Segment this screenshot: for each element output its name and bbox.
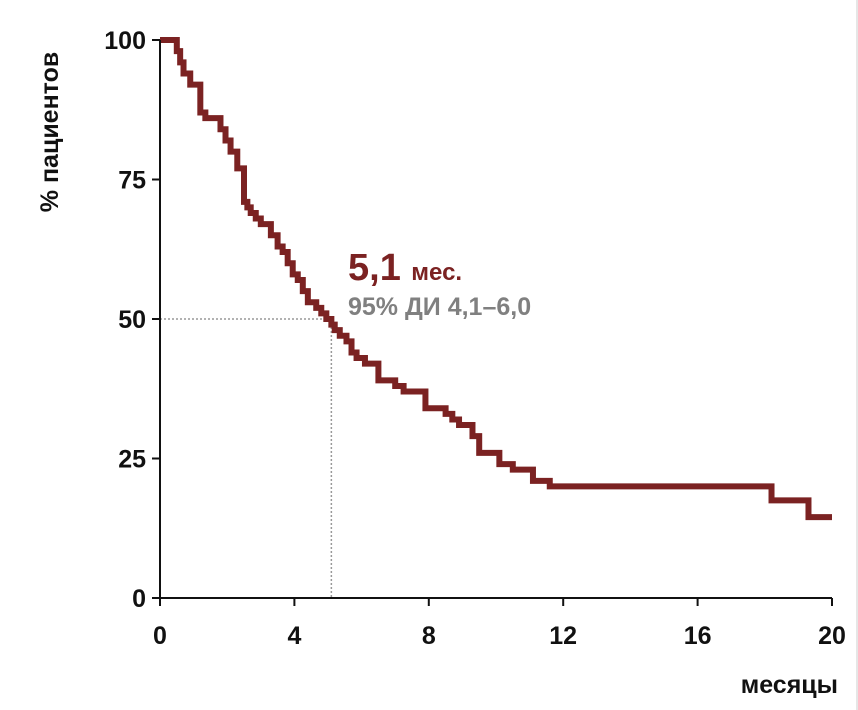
y-tick-label: 50 xyxy=(118,306,146,334)
y-tick-label: 0 xyxy=(132,585,146,613)
y-tick-label: 75 xyxy=(118,167,146,195)
x-tick-label: 4 xyxy=(287,622,301,650)
x-tick-label: 8 xyxy=(422,622,436,650)
median-reference-lines xyxy=(160,318,333,598)
x-tick-label: 20 xyxy=(818,622,846,650)
curve-layer xyxy=(160,37,832,521)
median-annotation: 5,1 мес. xyxy=(348,247,462,289)
frame-edge xyxy=(856,0,858,710)
y-tick-group: 0 25 50 75 100 xyxy=(104,27,160,613)
median-value: 5,1 xyxy=(348,247,401,289)
ci-label: 95% ДИ 4,1–6,0 xyxy=(348,293,531,321)
x-tick-label: 0 xyxy=(153,622,167,650)
x-tick-label: 16 xyxy=(684,622,712,650)
median-unit: мес. xyxy=(411,259,462,286)
y-tick-label: 100 xyxy=(104,27,146,55)
x-tick-label: 12 xyxy=(549,622,577,650)
x-axis-title: месяцы xyxy=(741,671,838,699)
survival-curve xyxy=(160,37,832,521)
y-tick-label: 25 xyxy=(118,446,146,474)
y-axis-title: % пациентов xyxy=(36,52,64,212)
x-tick-group: 0 4 8 12 16 20 xyxy=(153,598,846,650)
